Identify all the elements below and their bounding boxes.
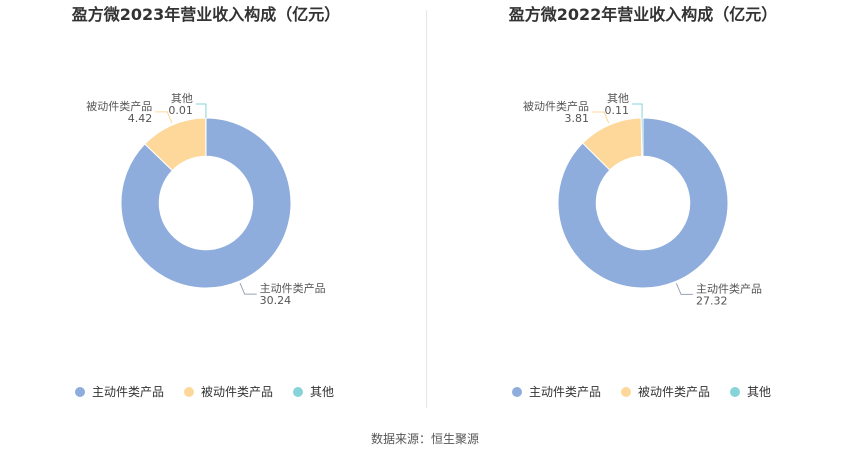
legend-item[interactable]: 被动件类产品 xyxy=(184,385,273,399)
leader-line xyxy=(632,103,643,119)
chart-title: 盈方微2023年营业收入构成（亿元） xyxy=(71,5,341,24)
slice-name-label: 主动件类产品 xyxy=(260,281,326,295)
leader-line xyxy=(155,111,173,124)
leader-line xyxy=(591,111,610,124)
leader-line xyxy=(195,103,207,119)
leader-line xyxy=(239,282,257,295)
slice-1[interactable] xyxy=(557,117,729,289)
legend-label: 主动件类产品 xyxy=(529,385,601,399)
legend-item[interactable]: 被动件类产品 xyxy=(621,385,710,399)
legend-label: 被动件类产品 xyxy=(201,385,273,399)
chart-title: 盈方微2022年营业收入构成（亿元） xyxy=(508,5,778,24)
legend-label: 主动件类产品 xyxy=(92,385,164,399)
charts-svg: 盈方微2023年营业收入构成（亿元）主动件类产品30.24被动件类产品4.42其… xyxy=(71,5,778,399)
legend-item[interactable]: 其他 xyxy=(293,385,334,399)
slice-3[interactable] xyxy=(640,117,644,157)
slice-1[interactable] xyxy=(120,117,292,289)
legend-label: 其他 xyxy=(747,385,771,399)
leader-line xyxy=(675,283,694,295)
legend-marker xyxy=(730,387,740,397)
slice-value-label: 4.42 xyxy=(128,112,153,125)
slice-name-label: 被动件类产品 xyxy=(86,99,152,113)
donut-chart-1: 盈方微2023年营业收入构成（亿元）主动件类产品30.24被动件类产品4.42其… xyxy=(71,5,341,399)
legend: 主动件类产品 被动件类产品 其他 xyxy=(75,385,334,399)
donut-chart-2: 盈方微2022年营业收入构成（亿元）主动件类产品27.32被动件类产品3.81其… xyxy=(508,5,778,399)
legend-item[interactable]: 主动件类产品 xyxy=(75,385,164,399)
slice-name-label: 其他 xyxy=(171,92,193,105)
slice-name-label: 其他 xyxy=(607,92,629,105)
slice-value-label: 27.32 xyxy=(696,294,728,307)
legend-marker xyxy=(75,387,85,397)
legend: 主动件类产品 被动件类产品 其他 xyxy=(512,385,771,399)
legend-marker xyxy=(184,387,194,397)
slice-value-label: 0.01 xyxy=(168,104,193,117)
legend-item[interactable]: 主动件类产品 xyxy=(512,385,601,399)
panel-divider xyxy=(426,10,427,408)
legend-item[interactable]: 其他 xyxy=(730,385,771,399)
source-label: 数据来源：恒生聚源 xyxy=(370,432,479,446)
slice-value-label: 0.11 xyxy=(605,104,630,117)
slice-name-label: 被动件类产品 xyxy=(523,99,589,113)
legend-marker xyxy=(621,387,631,397)
slice-name-label: 主动件类产品 xyxy=(696,281,762,295)
slice-value-label: 30.24 xyxy=(260,294,292,307)
slice-value-label: 3.81 xyxy=(564,112,589,125)
legend-label: 其他 xyxy=(310,385,334,399)
legend-label: 被动件类产品 xyxy=(638,385,710,399)
legend-marker xyxy=(293,387,303,397)
legend-marker xyxy=(512,387,522,397)
